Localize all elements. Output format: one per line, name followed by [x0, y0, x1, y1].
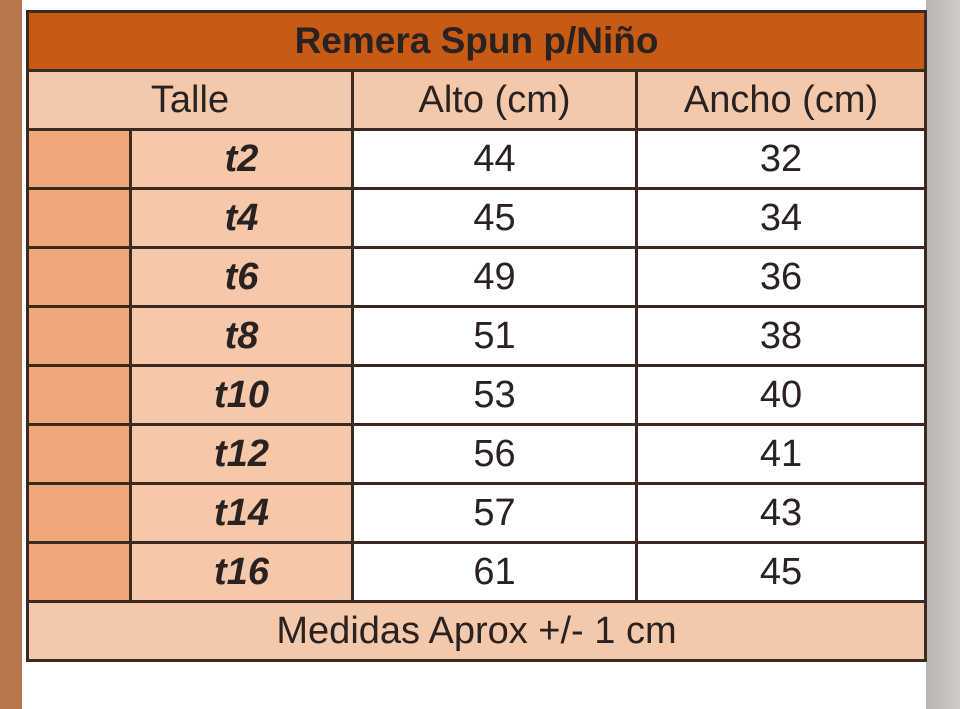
- size-cell: t14: [129, 482, 354, 544]
- height-cell: 44: [351, 128, 638, 190]
- header-size: Talle: [26, 69, 354, 131]
- table-row: t2 44 32: [26, 128, 928, 190]
- table-row: t6 49 36: [26, 246, 928, 308]
- table-row: t4 45 34: [26, 187, 928, 249]
- header-height: Alto (cm): [351, 69, 638, 131]
- height-cell: 56: [351, 423, 638, 485]
- row-marker: [26, 482, 132, 544]
- width-cell: 43: [634, 482, 928, 544]
- height-cell: 45: [351, 187, 638, 249]
- row-marker: [26, 541, 132, 603]
- row-marker: [26, 305, 132, 367]
- table-row: t10 53 40: [26, 364, 928, 426]
- width-cell: 41: [634, 423, 928, 485]
- width-cell: 34: [634, 187, 928, 249]
- footer-note: Medidas Aprox +/- 1 cm: [25, 600, 928, 662]
- table-row: t14 57 43: [26, 482, 928, 544]
- row-marker: [26, 246, 132, 308]
- row-marker: [26, 423, 132, 485]
- width-cell: 38: [634, 305, 928, 367]
- row-marker: [26, 128, 132, 190]
- size-cell: t10: [129, 364, 354, 426]
- height-cell: 61: [351, 541, 638, 603]
- width-cell: 40: [634, 364, 928, 426]
- height-cell: 51: [351, 305, 638, 367]
- table-row: t16 61 45: [26, 541, 928, 603]
- size-cell: t12: [129, 423, 354, 485]
- right-border: [926, 0, 960, 709]
- width-cell: 36: [634, 246, 928, 308]
- size-chart-table: Remera Spun p/Niño Talle Alto (cm) Ancho…: [25, 10, 928, 662]
- size-cell: t8: [129, 305, 354, 367]
- height-cell: 53: [351, 364, 638, 426]
- width-cell: 32: [634, 128, 928, 190]
- left-border: [0, 0, 22, 709]
- width-cell: 45: [634, 541, 928, 603]
- header-width: Ancho (cm): [634, 69, 928, 131]
- size-cell: t4: [129, 187, 354, 249]
- row-marker: [26, 364, 132, 426]
- table-row: t8 51 38: [26, 305, 928, 367]
- size-cell: t6: [129, 246, 354, 308]
- table-title: Remera Spun p/Niño: [25, 10, 928, 72]
- size-cell: t16: [129, 541, 354, 603]
- height-cell: 57: [351, 482, 638, 544]
- table-row: t12 56 41: [26, 423, 928, 485]
- size-cell: t2: [129, 128, 354, 190]
- row-marker: [26, 187, 132, 249]
- height-cell: 49: [351, 246, 638, 308]
- blank-area: [26, 690, 924, 709]
